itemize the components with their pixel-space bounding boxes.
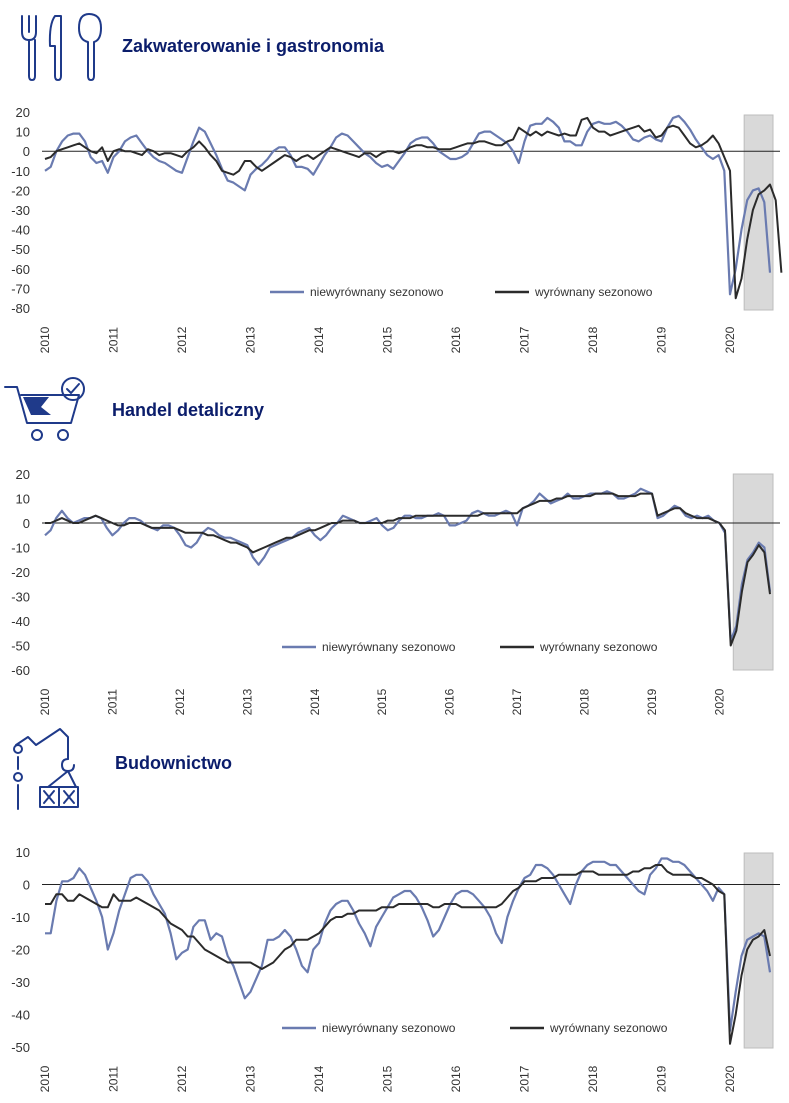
x-tick-label: 2018 [586,1065,600,1092]
x-tick-label: 2015 [381,1065,395,1092]
x-tick-label: 2019 [655,326,669,353]
y-tick-label: -20 [11,943,30,958]
y-tick-label: -50 [11,639,30,654]
shopping-cart-icon [4,377,85,441]
y-tick-label: -40 [11,614,30,629]
x-tick-label: 2014 [308,688,322,715]
series-line-adjusted [45,492,771,647]
x-tick-label: 2016 [443,688,457,715]
y-tick-label: -10 [11,164,30,179]
y-tick-label: -40 [11,1008,30,1023]
x-tick-label: 2018 [586,326,600,353]
x-tick-label: 2015 [381,326,395,353]
chart-panel: Zakwaterowanie i gastronomia 20 10 0 -10 -20-… [0,0,789,355]
x-tick-label: 2011 [107,1066,121,1092]
series-line-adjusted [45,864,771,1045]
x-tick-label: 2014 [312,1065,326,1092]
x-tick-label: 2013 [244,326,258,353]
x-tick-label: 2020 [712,688,726,715]
y-tick-label: -30 [11,590,30,605]
chart-title: Handel detaliczny [112,400,265,420]
line-chart: 10 0 -10 -20 -30 -40 -50 2010 2011 2012 2013 2014 20… [11,728,780,1092]
y-tick-label: 10 [16,125,30,140]
y-tick-label: -50 [11,242,30,257]
x-tick-label: 2010 [38,1065,52,1092]
x-tick-label: 2010 [38,688,52,715]
legend-label: niewyrównany sezonowo [310,285,444,299]
x-tick-label: 2012 [175,1065,189,1092]
chart-title: Zakwaterowanie i gastronomia [122,36,385,56]
x-tick-label: 2018 [578,688,592,715]
y-tick-label: -10 [11,910,30,925]
chart-panel: Handel detaliczny 20 10 0 -10 -20 -30 -40 -50 -60… [0,370,789,715]
y-tick-label: 10 [16,492,30,507]
crane-icon [13,728,79,810]
legend: niewyrównany sezonowo wyrównany sezonowo [270,285,653,299]
x-tick-label: 2013 [244,1065,258,1092]
legend-label: wyrównany sezonowo [539,640,658,654]
cutlery-icon [21,13,102,81]
x-tick-label: 2012 [175,326,189,353]
y-tick-label: -60 [11,262,30,277]
legend-label: niewyrównany sezonowo [322,640,456,654]
series-line-unadjusted [44,114,772,296]
y-tick-label: 0 [23,516,30,531]
series-line-unadjusted [44,487,772,642]
legend: niewyrównany sezonowo wyrównany sezonowo [282,1021,668,1035]
x-tick-label: 2011 [105,689,119,715]
x-tick-label: 2014 [312,326,326,353]
y-tick-label: -70 [11,281,30,296]
x-tick-label: 2017 [518,326,532,353]
y-tick-label: 0 [23,144,30,159]
legend-label: wyrównany sezonowo [549,1021,668,1035]
y-tick-label: -80 [11,301,30,316]
y-tick-label: -60 [11,663,30,678]
legend: niewyrównany sezonowo wyrównany sezonowo [282,640,658,654]
x-tick-label: 2020 [723,326,737,353]
y-tick-label: -10 [11,541,30,556]
y-tick-label: -30 [11,203,30,218]
x-tick-label: 2019 [655,1065,669,1092]
x-tick-label: 2017 [518,1065,532,1092]
chart-panel: Budownictwo 10 0 -10 -20 -30 -40 -50 2010 2011 201… [0,720,789,1103]
legend-label: wyrównany sezonowo [534,285,653,299]
chart-title: Budownictwo [115,753,232,773]
y-tick-label: 0 [23,878,30,893]
x-tick-label: 2020 [723,1065,737,1092]
series-line-adjusted [44,116,783,300]
y-tick-label: -30 [11,975,30,990]
x-tick-label: 2011 [107,327,121,353]
y-tick-label: 20 [16,467,30,482]
x-tick-label: 2010 [38,326,52,353]
x-tick-label: 2016 [449,326,463,353]
y-tick-label: 10 [16,845,30,860]
highlight-region [743,114,774,311]
x-tick-label: 2019 [645,688,659,715]
y-tick-label: -20 [11,183,30,198]
legend-label: niewyrównany sezonowo [322,1021,456,1035]
y-tick-label: -40 [11,223,30,238]
x-tick-label: 2012 [173,688,187,715]
y-tick-label: 20 [16,105,30,120]
x-tick-label: 2016 [449,1065,463,1092]
x-tick-label: 2015 [375,688,389,715]
x-tick-label: 2013 [240,688,254,715]
y-tick-label: -20 [11,565,30,580]
x-tick-label: 2017 [510,688,524,715]
y-tick-label: -50 [11,1040,30,1055]
